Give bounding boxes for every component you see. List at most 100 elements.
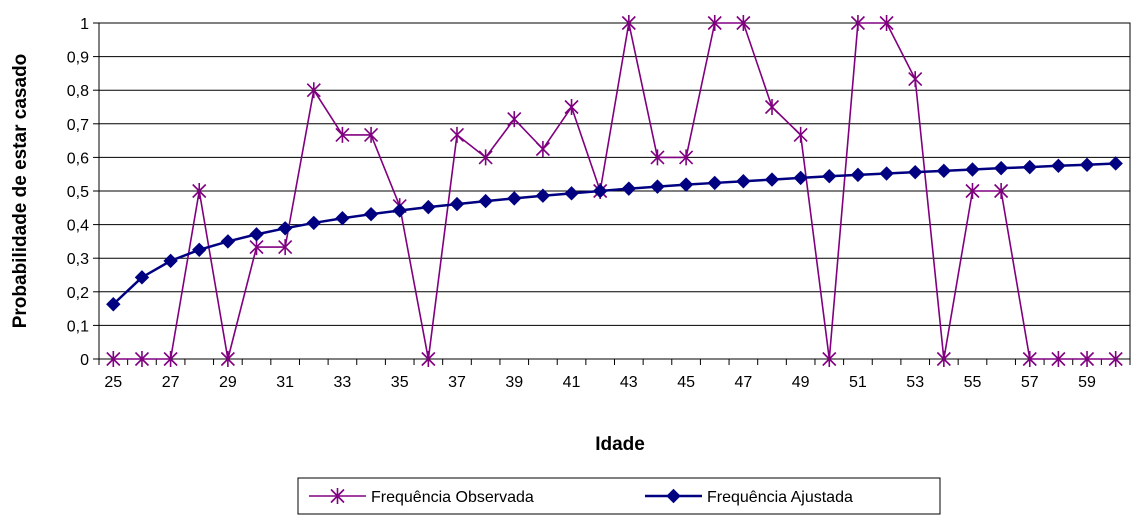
x-tick-label: 27 [162, 374, 180, 391]
data-point [449, 196, 465, 212]
y-tick-label: 0,5 [67, 184, 89, 201]
data-point [707, 175, 722, 191]
data-point [163, 253, 178, 269]
series-group [106, 15, 1123, 367]
y-tick-label: 0,7 [67, 117, 89, 134]
data-point [449, 126, 465, 143]
x-tick-label: 51 [849, 374, 867, 391]
data-point [592, 183, 608, 199]
y-tick-label: 0,8 [67, 83, 89, 100]
x-tick-label: 33 [334, 374, 352, 391]
data-point [335, 211, 350, 226]
series-line [113, 22, 1116, 360]
data-point [535, 141, 550, 157]
data-point [507, 191, 522, 206]
x-tick-label: 47 [734, 374, 752, 391]
data-point [764, 172, 780, 187]
legend-marker [330, 488, 345, 504]
data-point [908, 71, 923, 88]
data-point [535, 188, 551, 203]
x-tick-label: 37 [448, 374, 466, 391]
legend-box [297, 477, 941, 515]
data-point [106, 351, 121, 367]
data-point [1051, 351, 1066, 367]
data-point [163, 351, 178, 367]
data-point [134, 270, 150, 285]
y-tick-label: 0,6 [67, 150, 89, 167]
data-point [278, 239, 293, 256]
y-tick-label: 0,1 [67, 318, 89, 335]
x-axis: 25 27 29 31 33 35 37 39 41 43 45 47 49 51 53 55 57 59 [98, 359, 1131, 391]
data-point [1051, 158, 1066, 174]
data-point [134, 351, 150, 367]
data-point [736, 174, 751, 189]
data-point [1022, 351, 1037, 367]
data-point [249, 227, 264, 242]
data-point [1079, 351, 1095, 367]
data-point [306, 215, 321, 231]
legend-label: Frequência Observada [371, 489, 534, 506]
data-point [621, 181, 637, 196]
data-point [936, 163, 952, 179]
data-point [678, 177, 694, 192]
legend: Frequência Observada Frequência Ajustada [297, 477, 941, 515]
data-point [965, 183, 980, 199]
x-tick-label: 41 [563, 374, 581, 391]
data-point [850, 15, 865, 31]
x-tick-label: 49 [792, 374, 810, 391]
x-tick-label: 55 [964, 374, 982, 391]
data-point [936, 351, 951, 367]
data-point [478, 193, 493, 209]
data-point [621, 15, 636, 31]
data-point [363, 206, 379, 222]
data-point [908, 164, 923, 180]
x-axis-title: Idade [595, 434, 645, 455]
series-0 [106, 15, 1123, 367]
data-point [249, 239, 264, 256]
legend-item-0: Frequência Observada [309, 488, 534, 506]
x-tick-label: 29 [219, 374, 237, 391]
x-tick-label: 35 [391, 374, 409, 391]
data-point [1108, 156, 1123, 171]
data-point [879, 166, 894, 181]
data-point [793, 126, 808, 143]
series-1 [106, 156, 1123, 312]
x-tick-label: 57 [1021, 374, 1039, 391]
data-point [707, 15, 722, 31]
data-point [965, 162, 980, 177]
data-point [1022, 159, 1037, 175]
data-point [106, 297, 121, 312]
x-tick-label: 43 [620, 374, 638, 391]
data-point [650, 179, 665, 194]
data-point [822, 169, 837, 184]
legend-marker [666, 488, 681, 504]
data-point [392, 203, 407, 218]
y-tick-label: 0,2 [67, 285, 89, 302]
y-tick-label: 0 [80, 352, 89, 369]
y-tick-label: 0,3 [67, 251, 89, 268]
legend-item-1: Frequência Ajustada [645, 488, 853, 506]
data-point [1108, 351, 1123, 367]
data-point [564, 186, 579, 201]
x-tick-label: 53 [906, 374, 924, 391]
data-point [421, 351, 436, 367]
x-tick-label: 59 [1078, 374, 1096, 391]
y-tick-label: 1 [80, 16, 89, 33]
data-point [421, 199, 436, 215]
y-tick-label: 0,4 [67, 218, 89, 235]
x-tick-label: 31 [276, 374, 294, 391]
x-tick-label: 39 [505, 374, 523, 391]
data-point [220, 234, 236, 249]
data-point [277, 221, 293, 236]
data-point [822, 351, 837, 367]
data-point [220, 351, 235, 367]
y-axis-title: Probabilidade de estar casado [10, 54, 31, 329]
data-point [793, 170, 808, 186]
data-point [192, 242, 207, 258]
data-point [679, 149, 694, 166]
data-point [478, 149, 493, 166]
data-point [879, 15, 894, 31]
y-tick-label: 0,9 [67, 50, 89, 67]
data-point [335, 126, 350, 143]
